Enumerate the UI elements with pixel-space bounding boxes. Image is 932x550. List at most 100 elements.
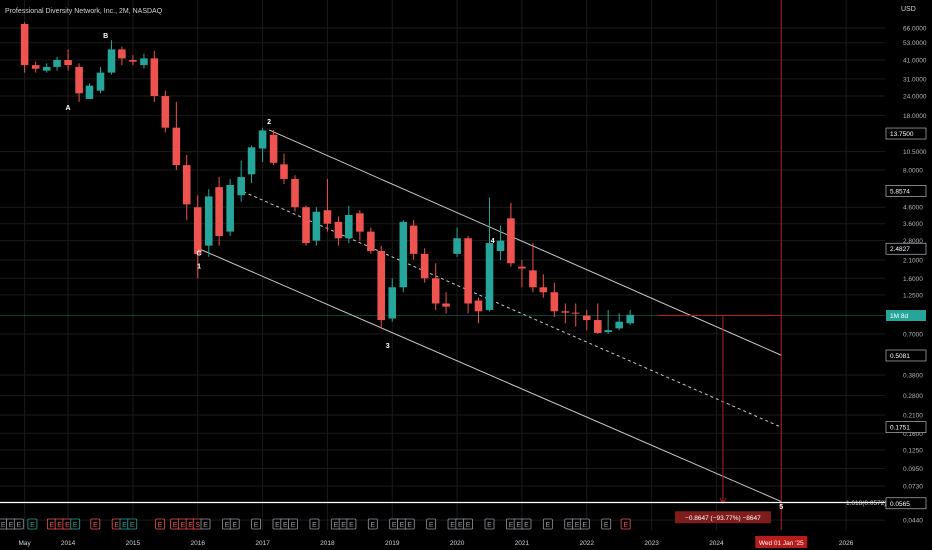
candle-body[interactable]: [161, 96, 170, 128]
x-tick-label: 2024: [709, 540, 724, 547]
earnings-marker[interactable]: [27, 518, 38, 530]
y-tick-label: 1.2500: [903, 292, 923, 299]
earnings-marker[interactable]: [620, 518, 631, 530]
earnings-marker[interactable]: [251, 518, 261, 530]
candle-body[interactable]: [291, 178, 299, 208]
earnings-marker-letter: E: [232, 522, 237, 529]
candle-body[interactable]: [64, 60, 72, 66]
candle-body[interactable]: [31, 65, 40, 69]
candle-body[interactable]: [367, 231, 375, 252]
earnings-marker[interactable]: [426, 518, 437, 530]
candle-body[interactable]: [312, 211, 321, 241]
earnings-marker[interactable]: [229, 518, 240, 530]
candle-body[interactable]: [42, 66, 51, 71]
candle-series[interactable]: [20, 22, 634, 334]
earnings-marker[interactable]: [521, 518, 532, 530]
candle-body[interactable]: [399, 221, 408, 288]
earnings-marker[interactable]: [463, 518, 474, 530]
candle-body[interactable]: [334, 221, 343, 239]
candle-body[interactable]: [258, 130, 267, 149]
candle-body[interactable]: [593, 320, 602, 333]
wave-label: C: [197, 250, 202, 257]
candle-body[interactable]: [615, 321, 623, 329]
earnings-marker[interactable]: [309, 518, 320, 530]
candle-body[interactable]: [507, 218, 515, 264]
candle-body[interactable]: [118, 49, 126, 59]
candle-body[interactable]: [237, 177, 245, 196]
candle-body[interactable]: [496, 240, 505, 252]
candle-body[interactable]: [485, 243, 494, 310]
earnings-marker[interactable]: [579, 518, 590, 530]
candle-body[interactable]: [323, 210, 332, 224]
wave-label: A: [66, 105, 71, 112]
candle-body[interactable]: [172, 127, 181, 166]
candle-body[interactable]: [464, 238, 472, 304]
earnings-marker[interactable]: [601, 518, 612, 530]
earnings-marker[interactable]: [404, 518, 415, 530]
earnings-marker[interactable]: [90, 518, 101, 530]
candle-body[interactable]: [453, 238, 461, 254]
candle-body[interactable]: [529, 270, 537, 288]
candle-body[interactable]: [129, 60, 137, 62]
candle-body[interactable]: [474, 300, 483, 312]
candle-body[interactable]: [388, 287, 397, 319]
candle-body[interactable]: [85, 85, 94, 99]
candle-body[interactable]: [75, 66, 83, 94]
earnings-marker[interactable]: [200, 518, 211, 530]
y-tick-label: 2.8000: [903, 238, 923, 245]
candle-body[interactable]: [20, 24, 29, 66]
earnings-marker-letter: E: [334, 522, 339, 529]
earnings-marker[interactable]: [13, 518, 24, 530]
candle-body[interactable]: [626, 314, 634, 324]
earnings-marker-letter: S: [195, 522, 200, 529]
candle-body[interactable]: [107, 49, 116, 73]
price-axis[interactable]: 66.0000 53.0000 41.0000 31.0000 24.0000 18.00…: [885, 25, 927, 525]
candle-body[interactable]: [561, 311, 570, 313]
earnings-marker[interactable]: [542, 518, 553, 530]
level-badge: 0.5081: [890, 353, 910, 360]
candle-body[interactable]: [96, 72, 105, 91]
candle-body[interactable]: [345, 214, 353, 239]
candle-body[interactable]: [604, 330, 612, 333]
wave-label: 4: [491, 238, 495, 245]
candle-body[interactable]: [377, 251, 386, 321]
candle-body[interactable]: [571, 312, 580, 314]
candle-body[interactable]: [550, 292, 559, 312]
candle-body[interactable]: [226, 184, 234, 232]
wave-label: B: [103, 33, 108, 40]
candle-body[interactable]: [140, 58, 148, 66]
x-tick-label: 2015: [126, 540, 141, 547]
candle-body[interactable]: [269, 134, 278, 163]
earnings-marker[interactable]: [367, 518, 378, 530]
candle-body[interactable]: [215, 187, 223, 236]
earnings-marker[interactable]: [155, 518, 166, 530]
earnings-marker[interactable]: [70, 518, 81, 530]
earnings-marker[interactable]: [288, 518, 298, 530]
candle-body[interactable]: [204, 196, 213, 246]
candle-body[interactable]: [518, 266, 526, 269]
candle-body[interactable]: [582, 315, 591, 321]
candle-body[interactable]: [182, 165, 191, 205]
candle-body[interactable]: [53, 60, 61, 67]
candle-body[interactable]: [193, 207, 202, 254]
earnings-marker[interactable]: [127, 518, 138, 530]
candle-body[interactable]: [356, 213, 364, 232]
candle-body[interactable]: [431, 278, 440, 304]
earnings-marker[interactable]: [484, 518, 495, 530]
candle-body[interactable]: [302, 207, 310, 244]
time-axis[interactable]: May 2014 2015 2016 2017 2018 2019 2020 2021 2022 2…: [18, 536, 854, 548]
x-tick-label: 2022: [580, 540, 595, 547]
candle-body[interactable]: [539, 287, 548, 293]
candle-body[interactable]: [442, 303, 450, 307]
candle-body[interactable]: [420, 253, 429, 279]
earnings-marker-letter: E: [30, 522, 35, 529]
candle-body[interactable]: [247, 147, 256, 175]
x-tick-label: 2023: [644, 540, 659, 547]
candle-body[interactable]: [409, 225, 418, 254]
y-tick-label: 53.0000: [903, 40, 927, 47]
candle-body[interactable]: [150, 58, 159, 97]
candle-body[interactable]: [280, 164, 288, 179]
earnings-marker[interactable]: [346, 518, 357, 530]
